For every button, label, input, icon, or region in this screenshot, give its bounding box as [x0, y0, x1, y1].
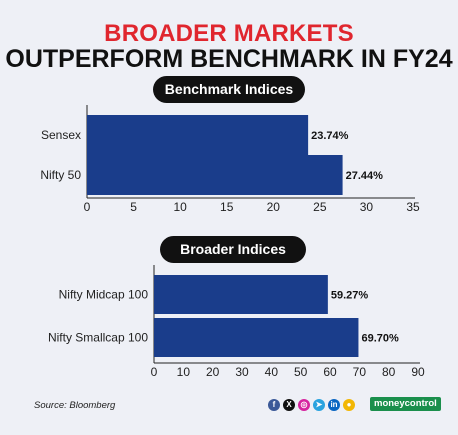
tick-label: 30 — [360, 200, 374, 214]
bar — [87, 115, 309, 155]
chart-2-title: Broader Indices — [160, 236, 306, 263]
category-label: Nifty Midcap 100 — [59, 288, 149, 302]
instagram-icon[interactable]: ◎ — [298, 399, 310, 411]
broader-indices-chart: Nifty Midcap 100 59.27% Nifty Smallcap 100… — [48, 265, 425, 379]
tick-label: 10 — [173, 200, 187, 214]
telegram-icon[interactable]: ➤ — [313, 399, 325, 411]
data-label: 69.70% — [361, 333, 399, 345]
tick-label: 30 — [235, 365, 249, 379]
moneycontrol-logo: moneycontrol — [370, 397, 441, 411]
facebook-icon[interactable]: f — [268, 399, 280, 411]
category-label: Nifty Smallcap 100 — [48, 331, 148, 345]
tick-label: 35 — [406, 200, 420, 214]
koo-icon[interactable]: ● — [343, 399, 355, 411]
tick-label: 70 — [353, 365, 367, 379]
tick-label: 25 — [313, 200, 327, 214]
tick-label: 20 — [267, 200, 281, 214]
data-label: 27.44% — [346, 170, 384, 182]
tick-label: 90 — [411, 365, 425, 379]
category-label: Sensex — [41, 128, 81, 142]
category-label: Nifty 50 — [40, 168, 81, 182]
social-icons: f X ◎ ➤ in ● — [268, 399, 358, 412]
bar — [154, 318, 359, 357]
tick-label: 60 — [323, 365, 337, 379]
linkedin-icon[interactable]: in — [328, 399, 340, 411]
benchmark-indices-chart: Sensex 23.74% Nifty 50 27.44% 0 5 10 15 20 25 30 35 — [40, 105, 420, 214]
tick-label: 40 — [265, 365, 279, 379]
bar — [87, 155, 343, 195]
tick-label: 0 — [151, 365, 158, 379]
x-icon[interactable]: X — [283, 399, 295, 411]
data-label: 23.74% — [311, 130, 349, 142]
tick-label: 50 — [294, 365, 308, 379]
source-note: Source: Bloomberg — [34, 400, 116, 411]
data-label: 59.27% — [331, 290, 369, 302]
tick-label: 5 — [130, 200, 137, 214]
headline-line-1: BROADER MARKETS — [104, 20, 354, 47]
tick-label: 0 — [84, 200, 91, 214]
tick-label: 10 — [177, 365, 191, 379]
bar — [154, 275, 328, 314]
tick-label: 80 — [382, 365, 396, 379]
chart-1-title: Benchmark Indices — [153, 76, 305, 103]
headline-line-2: OUTPERFORM BENCHMARK IN FY24 — [5, 45, 453, 73]
tick-label: 15 — [220, 200, 234, 214]
tick-label: 20 — [206, 365, 220, 379]
